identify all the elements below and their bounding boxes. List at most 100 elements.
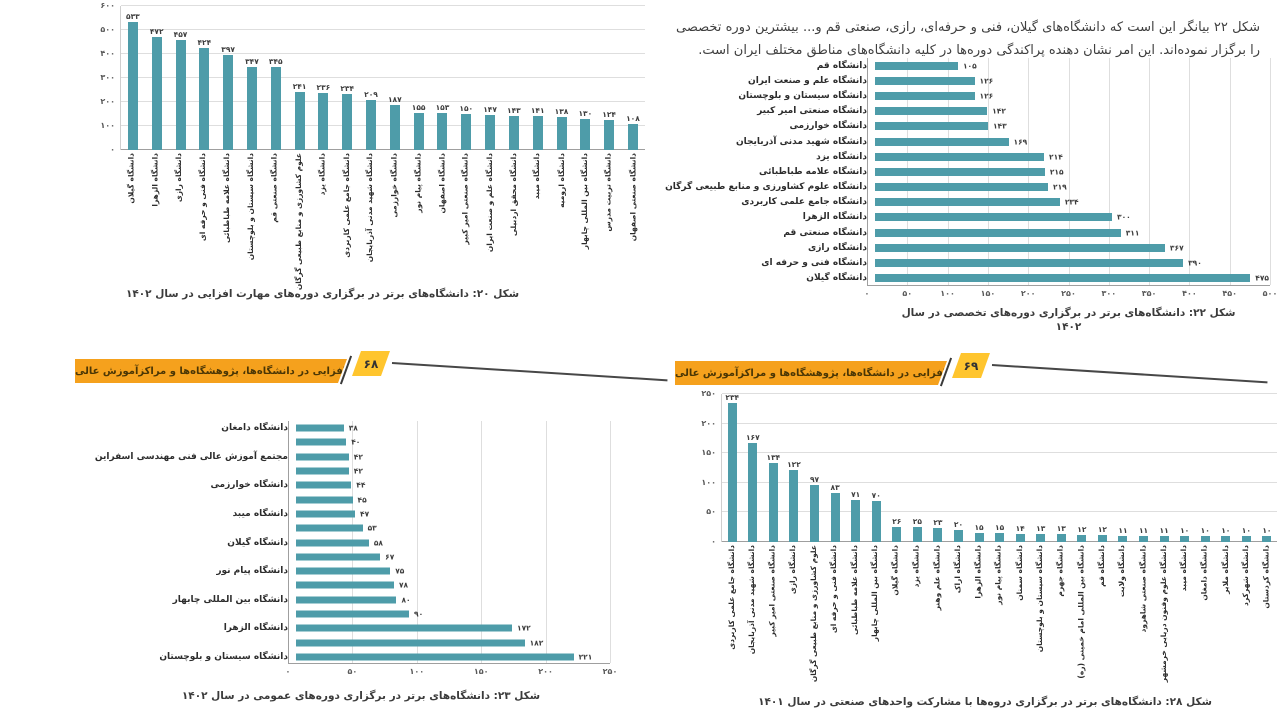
category-label: دانشگاه یزد — [311, 150, 335, 274]
bar-value-label: ۹۷ — [809, 474, 820, 484]
decorative-line — [991, 364, 1268, 384]
bar-column: ۳۹۷ — [216, 6, 240, 150]
y-axis-tick-label: ۱۵۰ — [701, 448, 716, 458]
grid-line — [722, 422, 1277, 424]
bar-column: ۱۵ — [989, 394, 1010, 542]
x-axis-tick-label: ۲۵۰ — [1061, 288, 1076, 298]
x-axis-tick-label: ۰ — [864, 288, 870, 298]
y-axis-tick-label: ۲۰۰ — [100, 97, 115, 107]
category-label-text: دانشگاه پیام نور — [994, 545, 1004, 605]
bar-value-label: ۲۳۴ — [1064, 197, 1079, 207]
bar — [875, 213, 1112, 222]
bar-value-label: ۱۲ — [1097, 524, 1107, 534]
chart-row: ۵۳ — [112, 521, 610, 535]
bar-value-label: ۴۵۷ — [173, 30, 188, 40]
category-label-text: دانشگاه تربیت مدرس — [604, 153, 614, 232]
grid-line — [545, 421, 547, 664]
bars: ۲۳۴ ۱۶۷ ۱۳۴ ۱۲۲ ۹۷ ۸۳ ۷۱ ۷۰ ۲۶ ۲۵ ۲۳ ۲۰ ۱۵ ۱۵ ۱۴ ۱۳ ۱۳ ۱۲… — [722, 394, 1277, 542]
bar-column: ۱۴ — [1010, 394, 1031, 542]
bar — [748, 443, 758, 542]
bar-column: ۱۶۷ — [743, 394, 764, 542]
banner-title-bar: مهارت‌افزایی در دانشگاه‌ها، پژوهشگاه‌ها … — [75, 359, 347, 383]
category-label-text: دانشگاه بین المللی امام خمینی (ره) — [1076, 545, 1086, 679]
category-label: دانشگاه فنی و حرفه ای — [761, 258, 867, 269]
category-label: دانشگاه پیام نور — [989, 542, 1010, 692]
plot-area: دانشگاه قم ۱۰۵ دانشگاه علم و صنعت ایران ۱۲۶… — [665, 58, 1271, 286]
bar-column: ۷۰ — [866, 394, 887, 542]
category-label: دانشگاه میبد — [232, 508, 288, 519]
category-label-text: دانشگاه اراک — [952, 545, 962, 594]
bar — [604, 120, 615, 150]
chart-figure-28: ۰ ۵۰ ۱۰۰ ۱۵۰ ۲۰۰ ۲۵۰ ۲۳۴ ۱۶۷ ۱۳۴ ۱۲۲ ۹۷ ۸۳ ۷۱ ۷۰ ۲۶ ۲۵… — [693, 390, 1277, 708]
bar-value-label: ۳۸ — [348, 423, 358, 433]
category-label-text: دانشگاه فنی و حرفه ای — [829, 545, 839, 634]
category-label: دانشگاه میبد — [526, 150, 550, 274]
bar-column: ۲۳ — [928, 394, 949, 542]
grid-line — [722, 481, 1277, 483]
category-label-text: دانشگاه گیلان — [126, 153, 136, 204]
bar-value-label: ۱۱ — [1118, 525, 1128, 535]
page-number-tab: ۶۸ — [352, 351, 390, 376]
bar — [318, 93, 329, 150]
category-label: دانشگاه شهید مدنی آذربایجان — [359, 150, 383, 274]
bar-value-label: ۵۸ — [373, 538, 383, 548]
category-label: دانشگاه شهید مدنی آذربایجان — [742, 542, 763, 692]
chart-row: مجتمع آموزش عالی فنی مهندسی اسفراین ۴۲ — [95, 450, 610, 464]
bar-area: ۱۷۲ — [296, 621, 610, 635]
bar-area: ۱۴۳ — [875, 119, 1270, 134]
bar — [296, 610, 410, 618]
bar — [199, 48, 210, 150]
bar-column: ۲۵ — [907, 394, 928, 542]
bar-value-label: ۸۳ — [830, 482, 840, 492]
chart-row: دانشگاه فنی و حرفه ای ۳۹۰ — [675, 255, 1270, 270]
bar-value-label: ۱۵ — [974, 523, 984, 533]
category-label: دانشگاه گیلان — [120, 150, 144, 274]
grid-line — [1229, 58, 1231, 285]
chart-row: دانشگاه سیستان و بلوچستان ۱۲۶ — [675, 88, 1270, 103]
bar — [1077, 534, 1087, 542]
bar-value-label: ۲۳ — [933, 518, 943, 528]
grid-line — [1108, 58, 1110, 285]
bar — [413, 112, 424, 150]
grid-line — [288, 421, 289, 664]
bar — [1036, 534, 1046, 542]
bar-area: ۴۵ — [296, 492, 610, 506]
bar-column: ۳۴۷ — [240, 6, 264, 150]
chart-row: ۶۷ — [112, 550, 610, 564]
bar-area: ۳۹۰ — [875, 255, 1270, 270]
bar — [727, 403, 737, 542]
bar-area: ۳۱۱ — [875, 225, 1270, 240]
chart-row: دانشگاه سیستان و بلوچستان ۲۲۱ — [112, 650, 610, 664]
x-axis-tick-label: ۴۵۰ — [1222, 288, 1238, 298]
chart-row: دانشگاه الزهرا ۳۰۰ — [675, 210, 1270, 225]
x-axis-tick-label: ۲۵۰ — [602, 667, 618, 677]
bar — [270, 67, 281, 150]
grid-line — [121, 101, 645, 102]
category-label-text: دانشگاه علامه طباطبائی — [849, 545, 859, 635]
bar — [485, 114, 496, 150]
bar — [1200, 536, 1210, 542]
chart-plot-wrap: ۰ ۵۰ ۱۰۰ ۱۵۰ ۲۰۰ ۲۵۰ ۲۳۴ ۱۶۷ ۱۳۴ ۱۲۲ ۹۷ ۸۳ ۷۱ ۷۰ ۲۶ ۲۵… — [693, 390, 1277, 546]
bar-area: ۹۰ — [296, 607, 610, 621]
bar — [296, 453, 349, 461]
bar-column: ۲۳۴ — [722, 394, 743, 542]
chart-row: دانشگاه بین المللی چابهار ۸۰ — [112, 593, 610, 607]
grid-line — [121, 77, 645, 78]
bar-value-label: ۱۱ — [1159, 525, 1169, 535]
y-axis-tick-label: ۲۵۰ — [701, 389, 716, 398]
category-label: دانشگاه سیستان و بلوچستان — [239, 150, 263, 274]
category-label: دانشگاه جامع علمی کاربردی — [335, 150, 359, 274]
x-axis-labels: دانشگاه جامع علمی کاربردی دانشگاه شهید مد… — [721, 542, 1277, 692]
bar — [1056, 534, 1066, 542]
category-label: دانشگاه بین المللی چابهار — [865, 542, 886, 692]
x-axis-tick-label: ۲۰۰ — [538, 667, 553, 677]
category-label: علوم کشاورزی و منابع طبیعی گرگان — [287, 150, 311, 290]
bar-area: ۴۷۵ — [875, 271, 1270, 286]
bar — [296, 624, 513, 632]
banner-title-bar: مهارت‌افزایی در دانشگاه‌ها، پژوهشگاه‌ها … — [675, 361, 947, 385]
category-label-text: دانشگاه دامغان — [1199, 545, 1209, 601]
bar — [127, 22, 138, 150]
x-axis-tick-label: ۳۰۰ — [1101, 288, 1117, 298]
category-label: دانشگاه قم — [1092, 542, 1113, 692]
category-label-text: دانشگاه پیام نور — [413, 153, 423, 213]
